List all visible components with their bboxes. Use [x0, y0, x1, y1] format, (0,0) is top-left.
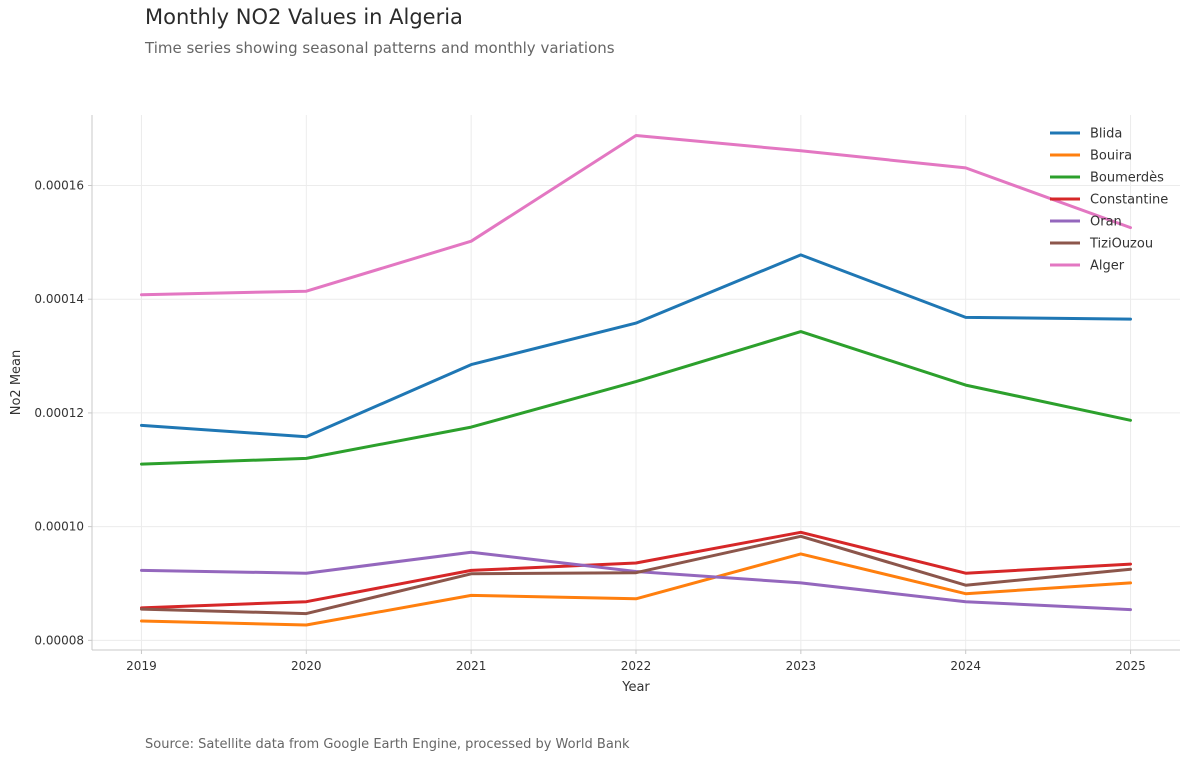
x-axis-label: Year [621, 680, 650, 695]
x-tick-label: 2024 [950, 659, 981, 673]
series-line-alger [140, 134, 1132, 297]
source-note: Source: Satellite data from Google Earth… [145, 737, 630, 752]
x-tick-label: 2023 [786, 659, 817, 673]
legend-label-blida: Blida [1090, 127, 1122, 142]
y-tick-label: 0.00014 [34, 292, 84, 306]
x-tick-label: 2022 [621, 659, 652, 673]
grid [92, 115, 1180, 650]
legend-label-constantine: Constantine [1090, 193, 1168, 208]
legend-label-tiziouzou: TiziOuzou [1089, 237, 1153, 252]
y-tick-label: 0.00012 [34, 406, 84, 420]
y-tick-label: 0.00010 [34, 520, 84, 534]
y-tick-label: 0.00016 [34, 178, 84, 192]
series-line-tiziouzou [140, 534, 1132, 616]
legend-label-boumerdès: Boumerdès [1090, 171, 1164, 186]
legend-label-bouira: Bouira [1090, 149, 1132, 164]
legend-label-oran: Oran [1090, 215, 1122, 230]
series-lines [140, 134, 1132, 627]
series-line-boumerdès [140, 330, 1132, 466]
series-line-constantine [140, 530, 1132, 610]
x-tick-label: 2020 [291, 659, 322, 673]
y-axis-ticks: 0.00008 0.00010 0.00012 0.00014 0.00016 [34, 178, 92, 647]
legend-label-alger: Alger [1090, 259, 1125, 274]
series-line-blida [140, 253, 1132, 439]
chart-subtitle: Time series showing seasonal patterns an… [145, 39, 615, 57]
x-tick-label: 2019 [126, 659, 157, 673]
x-axis-ticks: 2019 2020 2021 2022 2023 2024 2025 [126, 650, 1146, 673]
legend: Blida Bouira Boumerdès Constantine Oran TiziO… [1050, 127, 1168, 274]
x-tick-label: 2021 [456, 659, 487, 673]
y-axis-label: No2 Mean [9, 350, 24, 416]
series-line-bouira [140, 552, 1132, 627]
y-tick-label: 0.00008 [34, 633, 84, 647]
x-tick-label: 2025 [1115, 659, 1146, 673]
chart-title: Monthly NO2 Values in Algeria [145, 5, 463, 29]
